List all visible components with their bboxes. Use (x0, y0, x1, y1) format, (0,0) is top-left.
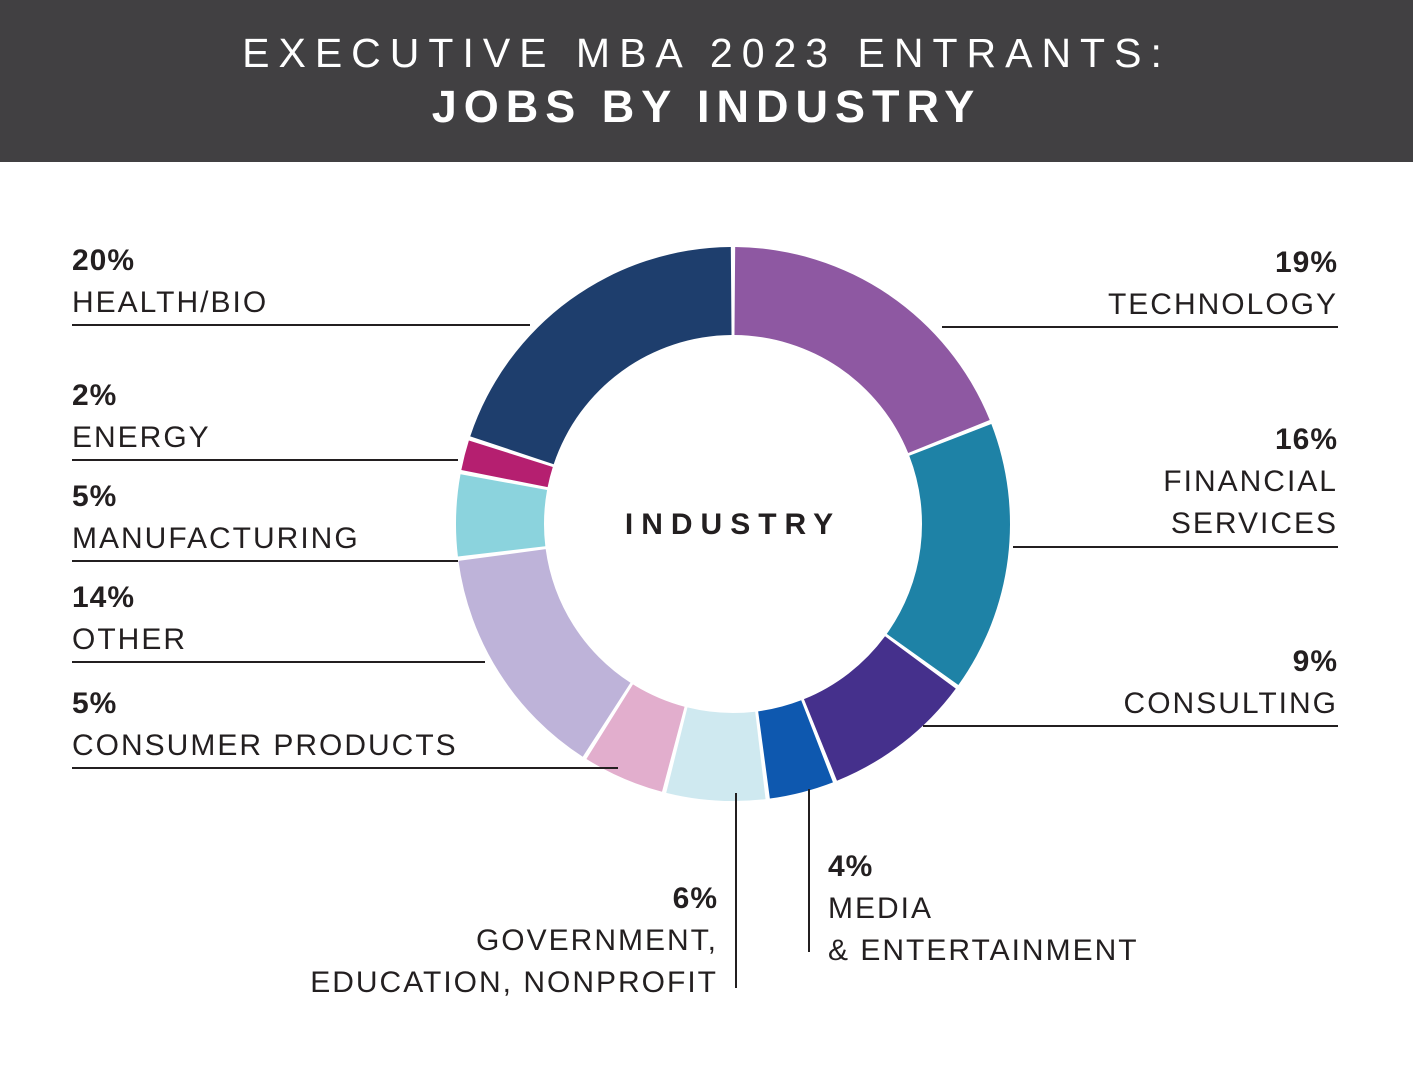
label-consumer-products-pct: 5% (72, 687, 118, 720)
donut-segment-financial-services (886, 424, 1010, 686)
label-health-bio-pct: 20% (72, 244, 136, 277)
label-financial-services: 16% FINANCIAL SERVICES (1013, 419, 1338, 548)
label-consumer-products: 5% CONSUMER PRODUCTS (72, 683, 618, 769)
label-government-pct: 6% (672, 882, 718, 915)
label-consulting-pct: 9% (1292, 645, 1338, 678)
label-consulting: 9% CONSULTING (923, 641, 1338, 727)
donut-segment-media-entertainment (758, 700, 833, 799)
label-technology-pct: 19% (1274, 246, 1338, 279)
label-consumer-products-name: CONSUMER PRODUCTS (72, 729, 458, 762)
label-media-pct: 4% (828, 850, 874, 883)
label-energy-pct: 2% (72, 379, 118, 412)
label-energy-name: ENERGY (72, 421, 211, 454)
label-media-name-2: & ENTERTAINMENT (828, 934, 1139, 967)
donut-segment-technology (734, 247, 990, 454)
label-technology: 19% TECHNOLOGY (942, 242, 1338, 328)
label-other: 14% OTHER (72, 577, 485, 663)
label-media-name-1: MEDIA (828, 892, 934, 925)
label-technology-name: TECHNOLOGY (1107, 288, 1338, 321)
label-health-bio: 20% HEALTH/BIO (72, 240, 530, 326)
label-other-name: OTHER (72, 623, 187, 656)
label-financial-services-name-2: SERVICES (1170, 507, 1338, 540)
leader-line-government (735, 793, 737, 988)
label-manufacturing: 5% MANUFACTURING (72, 476, 458, 562)
label-other-pct: 14% (72, 581, 136, 614)
donut-segment-manufacturing (456, 474, 548, 557)
label-financial-services-pct: 16% (1274, 423, 1338, 456)
title-line-2: JOBS BY INDUSTRY (431, 81, 982, 132)
label-financial-services-name-1: FINANCIAL (1163, 465, 1338, 498)
donut-segment-consulting (803, 636, 956, 781)
donut-segment-energy (461, 440, 553, 488)
label-manufacturing-name: MANUFACTURING (72, 522, 360, 555)
donut-segment-health-bio (470, 247, 732, 465)
donut-center-label: INDUSTRY (624, 508, 842, 541)
label-health-bio-name: HEALTH/BIO (72, 286, 269, 319)
leader-line-media (808, 789, 810, 952)
label-government-name-1: GOVERNMENT, (475, 924, 718, 957)
label-media-entertainment: 4% MEDIA & ENTERTAINMENT (828, 846, 1248, 972)
donut-segment-government-education-nonprofit (666, 707, 766, 802)
title-line-1: EXECUTIVE MBA 2023 ENTRANTS: (242, 30, 1171, 76)
donut-segment-other (458, 549, 631, 757)
title-banner: EXECUTIVE MBA 2023 ENTRANTS: JOBS BY IND… (0, 0, 1413, 162)
label-manufacturing-pct: 5% (72, 480, 118, 513)
label-energy: 2% ENERGY (72, 375, 458, 461)
label-consulting-name: CONSULTING (1123, 687, 1338, 720)
donut-segment-consumer-products (586, 684, 685, 792)
label-government-education-nonprofit: 6% GOVERNMENT, EDUCATION, NONPROFIT (266, 878, 718, 1004)
label-government-name-2: EDUCATION, NONPROFIT (310, 966, 718, 999)
